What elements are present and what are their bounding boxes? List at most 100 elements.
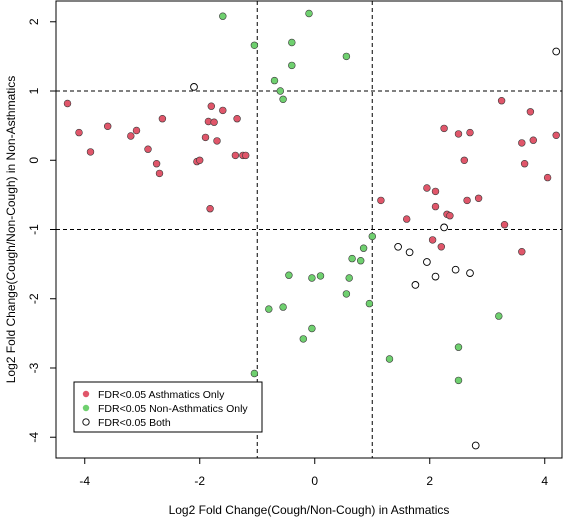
data-point — [437, 243, 445, 251]
data-point — [454, 130, 463, 138]
legend-marker — [82, 404, 90, 412]
y-tick-label: -2 — [27, 293, 41, 304]
data-point — [210, 118, 218, 126]
data-point — [431, 187, 440, 196]
data-point — [308, 324, 316, 333]
data-point — [466, 269, 474, 277]
data-point — [276, 87, 284, 95]
data-point — [219, 12, 227, 20]
x-axis: -4 -2 0 2 4 — [79, 458, 548, 488]
data-point — [231, 151, 240, 160]
y-tick-label: -4 — [27, 432, 41, 443]
data-point — [86, 148, 95, 156]
data-point — [446, 212, 454, 220]
data-point — [265, 305, 273, 313]
data-point — [155, 169, 164, 178]
data-point — [233, 114, 241, 123]
data-point — [250, 369, 259, 378]
data-point — [552, 131, 560, 140]
data-point — [394, 242, 402, 251]
data-point — [279, 303, 287, 311]
legend-label: FDR<0.05 Non-Asthmatics Only — [98, 403, 248, 415]
y-tick-label: -1 — [27, 224, 41, 235]
data-point — [500, 221, 509, 229]
data-point — [440, 223, 448, 232]
data-point — [190, 83, 198, 91]
data-point — [377, 196, 385, 205]
data-point — [495, 312, 503, 320]
data-point — [518, 248, 526, 256]
y-tick-label: 1 — [27, 87, 41, 94]
x-tick-label: -2 — [194, 474, 205, 488]
y-tick-label: 0 — [27, 157, 41, 164]
data-point — [152, 160, 161, 168]
series-2 — [219, 9, 503, 385]
data-point — [403, 215, 411, 223]
data-point — [552, 47, 561, 56]
data-point — [345, 274, 353, 282]
data-point — [471, 441, 480, 450]
data-point — [219, 106, 227, 115]
data-point — [451, 265, 460, 274]
data-point — [526, 108, 535, 116]
data-point — [454, 376, 463, 385]
data-point — [288, 61, 296, 70]
data-point — [285, 271, 293, 279]
x-tick-label: 0 — [311, 474, 318, 488]
data-point — [308, 274, 316, 282]
data-point — [405, 248, 414, 257]
data-point — [385, 355, 394, 363]
data-points — [63, 9, 561, 450]
data-point — [305, 9, 313, 18]
data-point — [411, 281, 420, 289]
data-point — [423, 184, 431, 192]
data-point — [213, 137, 221, 145]
data-point — [428, 236, 437, 244]
data-point — [460, 156, 468, 165]
data-point — [440, 124, 448, 133]
data-point — [342, 52, 351, 61]
series-1 — [63, 96, 560, 256]
data-point — [132, 126, 141, 135]
data-point — [520, 160, 529, 168]
data-point — [316, 272, 325, 280]
data-point — [288, 38, 296, 47]
data-point — [529, 136, 537, 144]
data-point — [75, 128, 83, 137]
x-tick-label: 2 — [426, 474, 433, 488]
x-tick-label: -4 — [79, 474, 90, 488]
data-point — [127, 132, 135, 140]
data-point — [543, 173, 552, 182]
data-point — [368, 232, 376, 241]
data-point — [201, 133, 210, 142]
x-tick-label: 4 — [541, 474, 548, 488]
data-point — [431, 272, 440, 281]
data-point — [299, 335, 307, 343]
data-point — [250, 41, 259, 49]
data-point — [103, 122, 112, 131]
data-point — [348, 254, 356, 263]
legend-box — [73, 381, 263, 433]
x-axis-title: Log2 Fold Change(Cough/Non-Cough) in Ast… — [169, 503, 450, 517]
y-tick-label: -3 — [27, 362, 41, 373]
legend-label: FDR<0.05 Asthmatics Only — [98, 389, 225, 401]
data-point — [144, 145, 152, 153]
series-3 — [190, 47, 561, 450]
data-point — [196, 156, 204, 165]
data-point — [454, 343, 463, 351]
data-point — [365, 299, 374, 308]
data-point — [207, 102, 216, 110]
data-point — [466, 128, 474, 137]
data-point — [357, 257, 365, 265]
data-point — [158, 114, 167, 123]
legend-marker — [82, 418, 90, 426]
data-point — [342, 290, 351, 298]
data-point — [242, 151, 250, 160]
data-point — [518, 139, 526, 147]
legend-marker — [82, 390, 90, 398]
data-point — [270, 76, 279, 85]
data-point — [359, 244, 368, 252]
data-point — [279, 95, 287, 104]
data-point — [497, 96, 506, 105]
